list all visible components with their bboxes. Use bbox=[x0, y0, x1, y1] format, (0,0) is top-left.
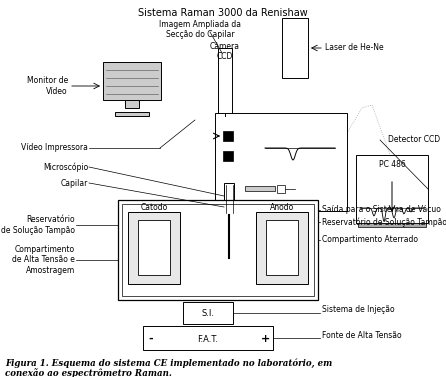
Text: Detector CCD: Detector CCD bbox=[388, 135, 440, 144]
Bar bbox=[277, 185, 285, 193]
Bar bbox=[118, 200, 318, 300]
Bar bbox=[218, 48, 232, 116]
Text: Microscópio: Microscópio bbox=[43, 162, 88, 172]
Bar bbox=[282, 18, 308, 78]
Text: +: + bbox=[260, 334, 270, 344]
Text: Sistema de Injeção: Sistema de Injeção bbox=[322, 305, 395, 314]
Bar bbox=[215, 113, 347, 211]
Bar bbox=[358, 223, 426, 227]
Bar bbox=[245, 186, 275, 191]
Text: Capilar: Capilar bbox=[61, 178, 88, 187]
Text: Compartimento
de Alta Tensão e
Amostragem: Compartimento de Alta Tensão e Amostrage… bbox=[12, 245, 75, 275]
Bar bbox=[224, 183, 234, 215]
Bar bbox=[223, 151, 233, 161]
Bar bbox=[183, 302, 233, 324]
Text: Fonte de Alta Tensão: Fonte de Alta Tensão bbox=[322, 331, 402, 340]
Text: -: - bbox=[149, 334, 153, 344]
Text: F.A.T.: F.A.T. bbox=[198, 334, 219, 343]
Bar bbox=[103, 62, 161, 100]
Text: conexão ao espectrômetro Raman.: conexão ao espectrômetro Raman. bbox=[5, 368, 172, 377]
Text: Vídeo Impressora: Vídeo Impressora bbox=[21, 144, 88, 153]
Bar bbox=[122, 204, 314, 296]
Text: Sistema Raman 3000 da Renishaw: Sistema Raman 3000 da Renishaw bbox=[138, 8, 308, 18]
Text: Monitor de
Vídeo: Monitor de Vídeo bbox=[27, 76, 68, 96]
Bar bbox=[356, 155, 428, 223]
Text: Anodo: Anodo bbox=[270, 203, 294, 212]
Bar bbox=[128, 212, 180, 284]
Text: Compartimento Aterrado: Compartimento Aterrado bbox=[322, 236, 418, 245]
Bar bbox=[115, 112, 149, 116]
Bar bbox=[138, 220, 170, 275]
Text: Laser de He-Ne: Laser de He-Ne bbox=[325, 43, 384, 52]
Bar bbox=[256, 212, 308, 284]
Text: Reservatório de Solução Tampão: Reservatório de Solução Tampão bbox=[322, 217, 446, 227]
Text: S.I.: S.I. bbox=[202, 310, 215, 319]
Text: Câmera
CCD: Câmera CCD bbox=[210, 42, 240, 61]
Text: Saída para o Sistema de Vácuo: Saída para o Sistema de Vácuo bbox=[322, 205, 441, 215]
Text: PC 486: PC 486 bbox=[379, 160, 405, 169]
Bar bbox=[266, 220, 298, 275]
Bar bbox=[143, 326, 273, 350]
Text: Figura 1. Esquema do sistema CE implementado no laboratório, em: Figura 1. Esquema do sistema CE implemen… bbox=[5, 358, 332, 368]
Text: Reservatório
de Solução Tampão: Reservatório de Solução Tampão bbox=[1, 215, 75, 235]
Text: Imagem Ampliada da
Secção do Capilar: Imagem Ampliada da Secção do Capilar bbox=[159, 20, 241, 40]
Bar bbox=[223, 131, 233, 141]
Text: Catodo: Catodo bbox=[140, 203, 168, 212]
Bar bbox=[125, 100, 139, 108]
